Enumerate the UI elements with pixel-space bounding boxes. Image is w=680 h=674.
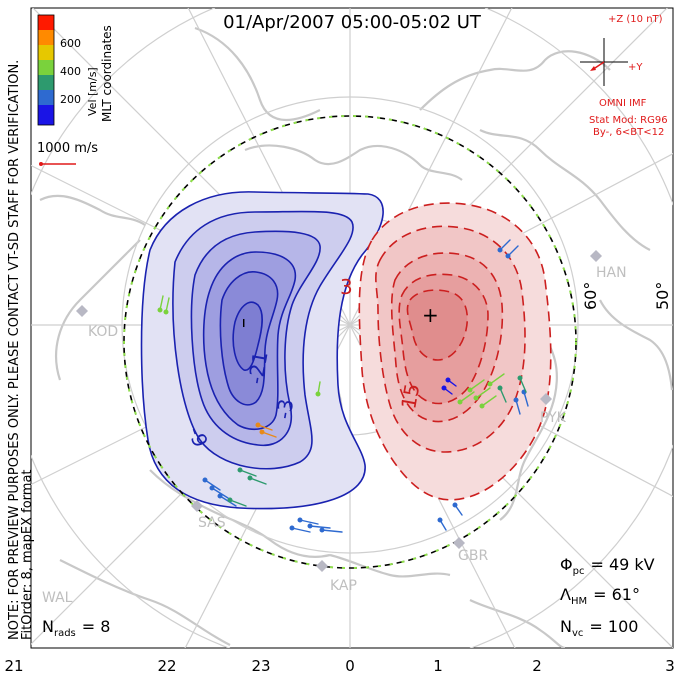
hm-boundary-markers — [123, 115, 577, 569]
station-label-pyk: PYK — [540, 410, 567, 426]
coordinate-system-label: MLT coordinates — [100, 25, 114, 122]
imf-y-label: +Y — [628, 62, 643, 73]
mlt-tick-0: 0 — [345, 657, 355, 674]
colorbar-label: Vel [m/s] — [86, 67, 99, 116]
imf-source-label: OMNI IMF — [599, 98, 647, 109]
mlt-tick-22: 22 — [157, 657, 176, 674]
potential-max-marker: + — [422, 303, 439, 327]
mlt-tick-1: 1 — [433, 657, 443, 674]
phi-pc-stat: Φpc = 49 kV — [560, 555, 655, 577]
imf-clock — [580, 38, 628, 86]
imf-scale-label: +Z (10 nT) — [608, 14, 663, 25]
nvc-stat: Nvc = 100 — [560, 617, 638, 639]
positive-contour-5 — [406, 289, 469, 361]
chart-title: 01/Apr/2007 05:00-05:02 UT — [223, 12, 482, 33]
station-label-sas: SAS — [198, 515, 226, 531]
station-markers — [76, 250, 602, 572]
lat-label-60: 60° — [581, 282, 600, 310]
colorbar-tick-200: 200 — [60, 93, 81, 106]
vector-scale-label: 1000 m/s — [37, 141, 98, 156]
nrads-stat: Nrads = 8 — [42, 617, 110, 639]
station-label-gbr: GBR — [458, 548, 488, 564]
station-label-wal: WAL — [42, 590, 73, 606]
velocity-vectors — [157, 239, 529, 533]
imf-conditions-label: By-, 6<BT<12 — [593, 127, 664, 138]
station-label-kap: KAP — [330, 578, 357, 594]
vector-scale-dot — [39, 162, 43, 166]
negative-contour-6 — [232, 301, 263, 371]
positive-cell — [358, 202, 552, 501]
contour-label-neg-21: -21 — [243, 350, 272, 386]
fit-order-note: FitOrder: 8, mapEX format — [20, 469, 35, 640]
lambda-hm-stat: ΛHM = 61° — [560, 585, 640, 607]
preview-note: NOTE: FOR PREVIEW PURPOSES ONLY. PLEASE … — [7, 60, 22, 640]
station-label-han: HAN — [596, 265, 627, 281]
lat-label-50: 50° — [653, 282, 672, 310]
contour-label-neg-3: -3 — [271, 397, 298, 421]
colorbar-tick-400: 400 — [60, 65, 81, 78]
negative-cell — [140, 191, 384, 510]
mlt-tick-21: 21 — [4, 657, 23, 674]
potential-min-marker: – — [233, 318, 257, 328]
contour-label-pos-3: 3 — [340, 275, 353, 299]
contour-label-pos-15: 15 — [396, 382, 424, 411]
station-label-kod: KOD — [88, 324, 118, 340]
colorbar-tick-600: 600 — [60, 37, 81, 50]
mlt-tick-2: 2 — [532, 657, 542, 674]
mlt-tick-3: 3 — [665, 657, 675, 674]
imf-model-label: Stat Mod: RG96 — [589, 115, 668, 126]
mlt-tick-23: 23 — [251, 657, 270, 674]
colorbar — [37, 14, 55, 126]
